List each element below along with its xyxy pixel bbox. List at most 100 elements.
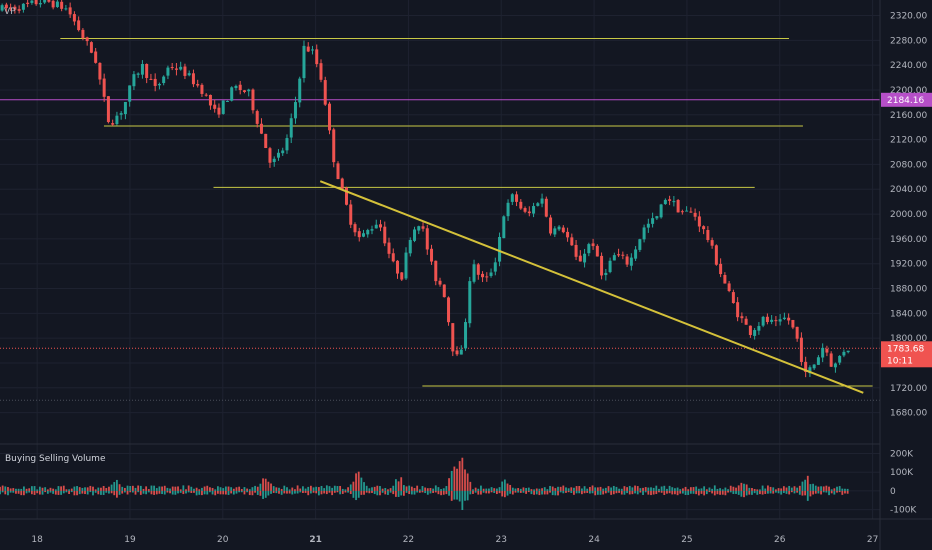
volume-sell-bar: [201, 490, 203, 496]
volume-sell-bar: [275, 490, 278, 494]
volume-sell-bar: [381, 490, 384, 493]
candle-up: [468, 281, 472, 324]
volume-buy-bar: [323, 488, 326, 491]
volume-buy-bar: [97, 487, 100, 491]
volume-sell-bar: [658, 490, 660, 493]
volume-sell-bar: [729, 490, 732, 493]
volume-indicator-title[interactable]: Buying Selling Volume: [5, 454, 106, 464]
volume-buy-bar: [469, 481, 472, 491]
volume-sell-bar: [368, 490, 371, 494]
volume-buy-bar: [198, 489, 201, 491]
volume-buy-bar: [33, 486, 36, 491]
candle-down: [26, 2, 30, 4]
candle-up: [0, 5, 4, 11]
volume-sell-bar: [267, 490, 270, 496]
volume-sell-bar: [790, 490, 793, 493]
volume-sell-bar: [424, 490, 427, 494]
volume-buy-bar: [833, 488, 836, 491]
volume-sell-bar: [179, 490, 182, 493]
volume-buy-bar: [533, 489, 535, 491]
volume-sell-bar: [495, 490, 498, 495]
volume-buy-bar: [102, 485, 105, 491]
candle-up: [502, 216, 506, 239]
candle-down: [578, 255, 582, 262]
volume-buy-bar: [9, 488, 12, 491]
volume-buy-bar: [179, 489, 182, 491]
volume-buy-bar: [387, 489, 389, 491]
volume-buy-bar: [591, 485, 594, 491]
volume-sell-bar: [604, 490, 607, 494]
candle-down: [332, 129, 336, 163]
candle-up: [833, 363, 837, 368]
volume-buy-bar: [519, 488, 522, 491]
volume-sell-bar: [759, 490, 761, 495]
price-axis[interactable]: 1680.00 1720.00 1800.00 1840.00 1880.00 1920.…: [890, 12, 927, 419]
volume-buy-bar: [113, 482, 116, 491]
volume-buy-bar: [150, 485, 153, 491]
volume-sell-bar: [639, 490, 642, 493]
candle-down: [744, 318, 748, 325]
candle-up: [362, 233, 366, 237]
volume-sell-bar: [344, 490, 347, 493]
descending-trendline[interactable]: [319, 180, 864, 394]
candle-up: [685, 210, 689, 212]
volume-buy-bar: [604, 487, 607, 491]
purple-price-tag-label: 2184.16: [887, 96, 924, 106]
volume-sell-bar: [846, 490, 849, 494]
time-tick-label: 22: [403, 535, 414, 545]
trendline-layer[interactable]: [319, 180, 864, 394]
time-axis[interactable]: 18 19 20 21 22 23 24 25 26 27: [31, 535, 878, 545]
volume-sell-bar: [812, 490, 814, 495]
volume-sell-bar: [586, 490, 589, 493]
volume-buy-bar: [432, 488, 435, 491]
horizontal-levels[interactable]: [0, 37, 880, 401]
volume-sell-bar: [485, 490, 488, 494]
volume-sell-bar: [232, 490, 235, 495]
volume-buy-bar: [541, 488, 543, 491]
volume-sell-bar: [594, 490, 597, 496]
candle-down: [617, 254, 621, 256]
volume-buy-bar: [381, 488, 384, 491]
volume-buy-bar: [94, 489, 97, 491]
price-tick-label: 1960.00: [890, 235, 927, 245]
volume-sell-bar: [315, 490, 318, 494]
volume-buy-bar: [373, 486, 376, 491]
candle-down: [17, 9, 21, 11]
volume-buy-bar: [764, 488, 767, 491]
price-tick-label: 2320.00: [890, 12, 927, 22]
candle-up: [646, 223, 650, 228]
volume-buy-bar: [846, 488, 849, 491]
volume-buy-bar: [535, 488, 538, 491]
volume-sell-bar: [44, 490, 47, 493]
volume-sell-bar: [426, 490, 429, 495]
volume-buy-bar: [230, 487, 233, 491]
volume-buy-bar: [20, 488, 23, 491]
volume-buy-bar: [214, 489, 217, 491]
volume-buy-bar: [280, 488, 283, 491]
volume-sell-bar: [527, 490, 530, 493]
volume-buy-bar: [278, 487, 280, 491]
volume-buy-bar: [30, 486, 33, 491]
candle-up: [247, 89, 251, 92]
volume-axis[interactable]: 200K 100K 0 -100K: [890, 449, 917, 515]
price-tick-label: 1720.00: [890, 384, 927, 394]
volume-sell-bar: [413, 490, 416, 495]
volume-sell-bar: [777, 490, 780, 494]
volume-buy-bar: [817, 486, 820, 491]
volume-sell-bar: [814, 490, 817, 494]
volume-buy-bar: [397, 481, 400, 491]
volume-sell-bar: [102, 490, 105, 495]
candle-down: [527, 211, 531, 214]
volume-buy-bar: [466, 473, 469, 491]
volume-sell-bar: [793, 490, 796, 494]
volume-sell-bar: [615, 490, 618, 494]
candle-up: [123, 101, 127, 115]
candle-down: [515, 194, 519, 202]
candle-up: [651, 218, 655, 224]
candle-down: [561, 227, 565, 233]
volume-buy-bar: [501, 481, 504, 491]
volume-sell-bar: [695, 490, 698, 495]
volume-buy-bar: [320, 485, 323, 491]
volume-sell-bar: [384, 490, 387, 495]
